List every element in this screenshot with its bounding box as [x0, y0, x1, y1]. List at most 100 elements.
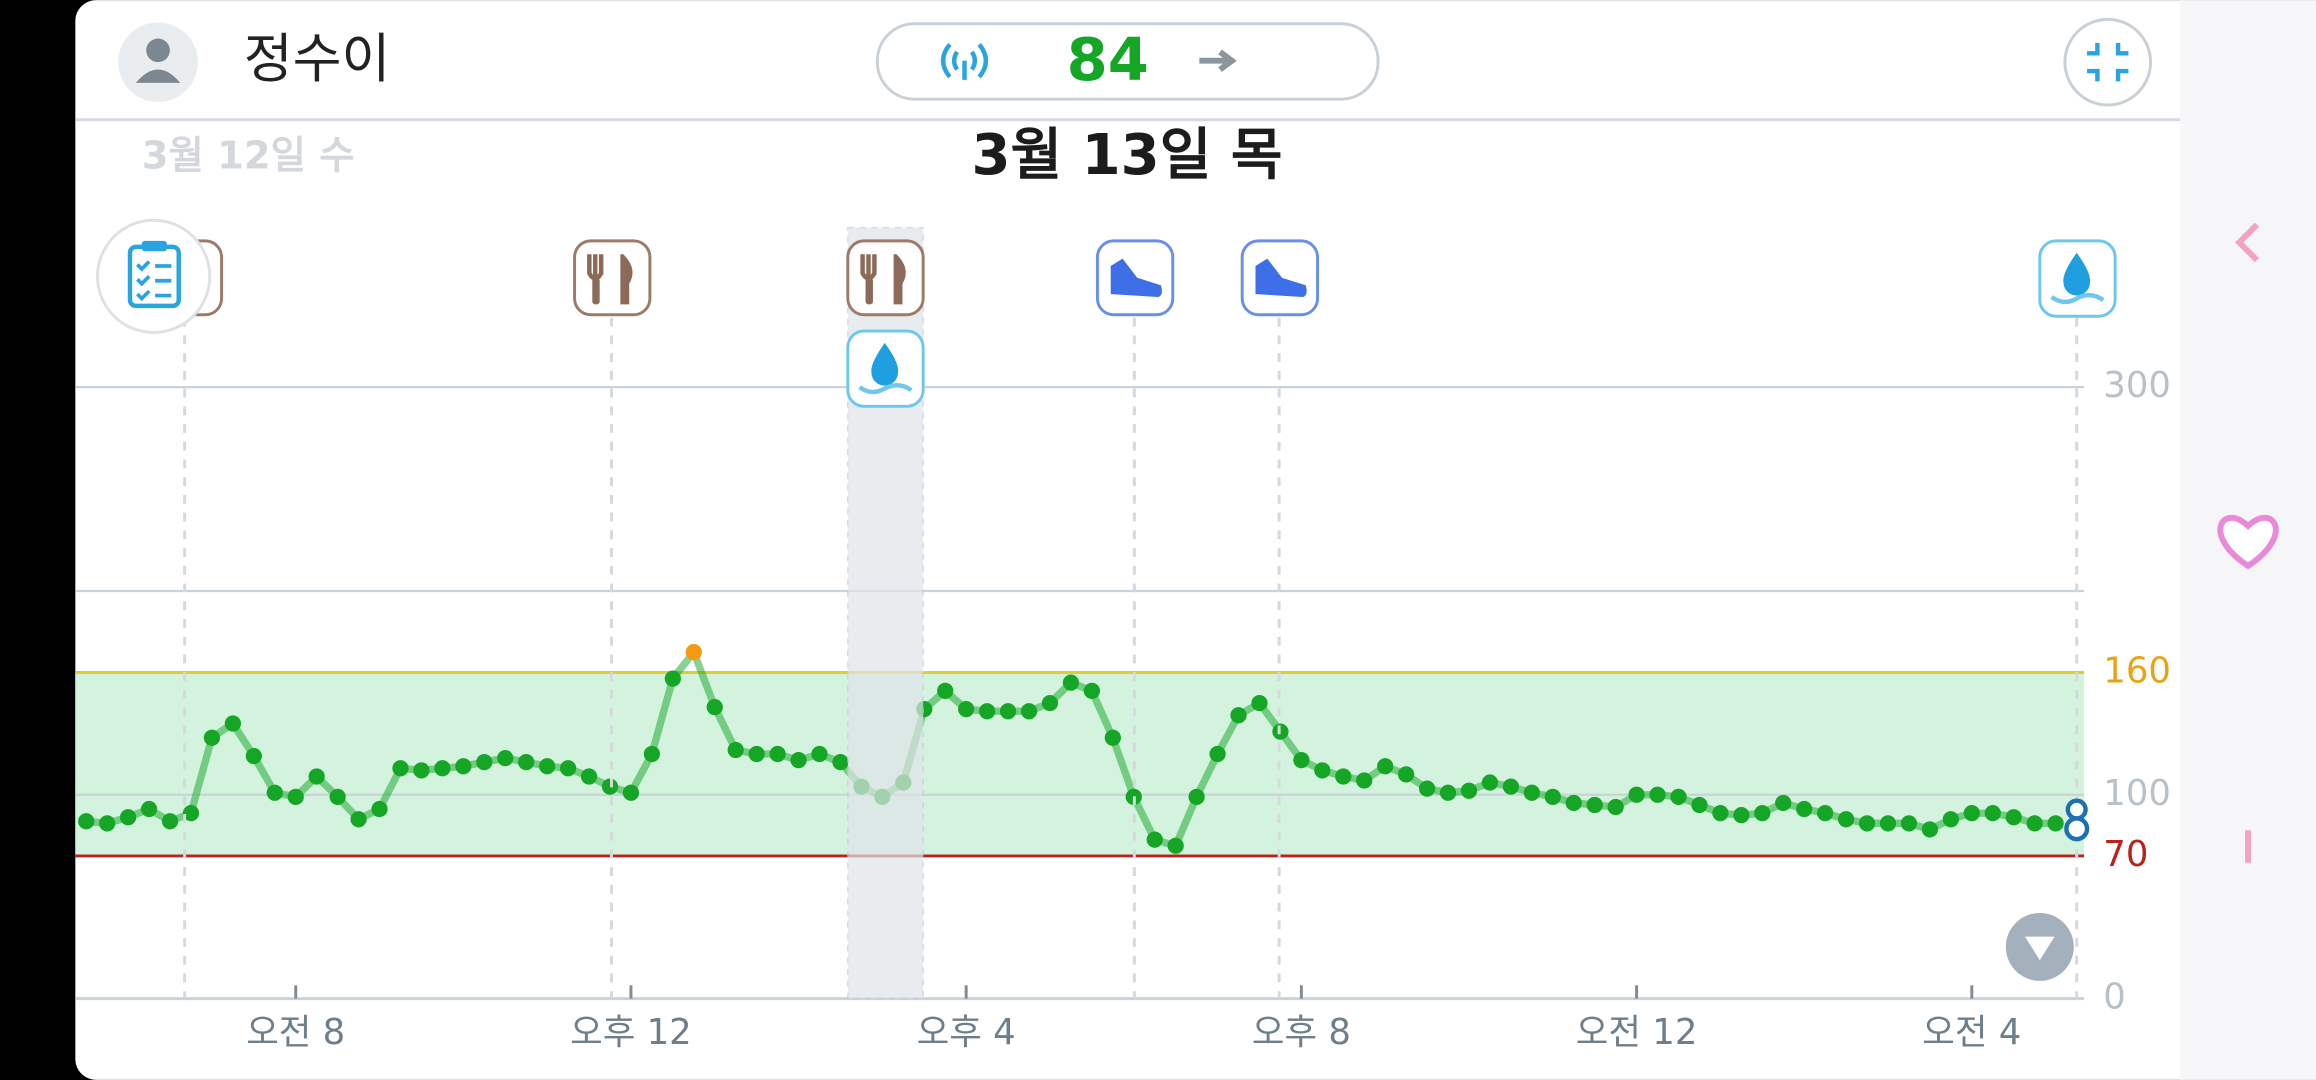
- glucose-point: [371, 800, 388, 818]
- glucose-point: [559, 760, 577, 777]
- edge-indicator: [2245, 830, 2252, 863]
- event-markers: [96, 218, 2117, 1000]
- glucose-point: [643, 745, 661, 763]
- glucose-point: [1335, 768, 1352, 785]
- glucose-point: [476, 754, 493, 771]
- glucose-point: [769, 745, 786, 763]
- x-tick-label: 오후 4: [917, 1012, 1016, 1053]
- target-band: [75, 672, 2085, 856]
- collapse-button[interactable]: [2063, 17, 2153, 107]
- glucose-point: [350, 811, 367, 828]
- meal-icon[interactable]: [846, 239, 925, 317]
- glucose-point: [2047, 815, 2064, 832]
- glucose-point: [1565, 794, 1582, 812]
- exercise-icon[interactable]: [1095, 239, 1175, 317]
- glucose-point: [1314, 762, 1331, 779]
- glucose-point: [1460, 782, 1478, 799]
- glucose-point: [2026, 815, 2043, 832]
- glucose-point: [245, 747, 262, 765]
- glucose-point: [1293, 752, 1310, 769]
- glucose-point: [1963, 805, 1980, 822]
- y-tick-label: 300: [2103, 365, 2171, 406]
- glucose-point: [497, 749, 514, 767]
- glucose-point: [140, 800, 158, 818]
- glucose-point: [1691, 796, 1708, 814]
- glucose-point: [832, 754, 849, 771]
- glucose-point: [748, 745, 765, 763]
- glucose-point: [120, 809, 137, 826]
- glucose-point: [790, 752, 807, 769]
- glucose-point: [999, 703, 1017, 720]
- log-button[interactable]: [96, 218, 212, 334]
- glucose-point: [434, 760, 451, 777]
- status-pill[interactable]: [875, 22, 1380, 101]
- glucose-point: [1356, 772, 1373, 789]
- glucose-point: [1062, 674, 1080, 691]
- glucose-point: [1670, 788, 1687, 805]
- glucose-point: [1146, 831, 1163, 848]
- glucose-point: [99, 815, 116, 832]
- avatar-body: [135, 69, 181, 83]
- glucose-point: [1775, 794, 1792, 812]
- insulin-icon[interactable]: [2038, 239, 2117, 318]
- scroll-down-icon: [2025, 936, 2055, 961]
- glucose-point: [78, 813, 95, 830]
- glucose-point: [1020, 703, 1038, 720]
- target-low-label: 70: [2103, 834, 2148, 875]
- glucose-point: [1544, 788, 1561, 805]
- glucose-point: [287, 788, 304, 805]
- glucose-point: [1104, 729, 1121, 746]
- end-marker: [2065, 798, 2088, 821]
- insulin-icon[interactable]: [846, 329, 925, 408]
- glucose-point: [1586, 796, 1603, 814]
- glucose-point: [1377, 758, 1394, 775]
- glucose-point: [455, 758, 472, 775]
- y-tick-label: 100: [2103, 773, 2171, 814]
- glucose-point: [1712, 805, 1729, 822]
- glucose-point: [224, 715, 242, 732]
- y-tick-label: 0: [2103, 977, 2126, 1018]
- glucose-point: [1251, 694, 1268, 712]
- glucose-point: [413, 762, 430, 779]
- prev-date[interactable]: 3월 12일 수: [142, 134, 355, 179]
- avatar-head: [146, 38, 170, 63]
- glucose-point: [1628, 786, 1645, 803]
- exercise-icon[interactable]: [1240, 239, 1319, 317]
- glucose-point: [1041, 694, 1059, 712]
- x-tick-label: 오전 12: [1576, 1012, 1698, 1053]
- glucose-point: [1502, 778, 1520, 795]
- glucose-point: [2005, 809, 2022, 826]
- glucose-point: [1796, 800, 1813, 818]
- glucose-point: [1209, 745, 1226, 763]
- glucose-point: [1083, 682, 1100, 699]
- glucose-point: [161, 813, 179, 830]
- glucose-point: [580, 768, 598, 785]
- glucose-point: [1879, 815, 1897, 832]
- edge-handle[interactable]: [2235, 222, 2260, 263]
- x-tick-label: 오후 8: [1252, 1012, 1351, 1053]
- glucose-point: [1230, 707, 1247, 724]
- glucose-point: [727, 741, 744, 759]
- edge-favorite[interactable]: [2217, 514, 2279, 570]
- glucose-point: [1439, 784, 1457, 801]
- glucose-point: [1607, 798, 1624, 816]
- glucose-point: [1523, 784, 1540, 801]
- glucose-point: [1167, 837, 1184, 854]
- x-tick-label: 오전 4: [1922, 1012, 2021, 1053]
- glucose-point: [706, 699, 723, 716]
- glucose-point: [182, 805, 200, 822]
- glucose-point: [392, 760, 409, 777]
- target-high-label: 160: [2103, 650, 2171, 691]
- glucose-point: [266, 784, 283, 801]
- glucose-point: [811, 745, 828, 763]
- glucose-point: [1649, 786, 1666, 803]
- glucose-point: [1921, 821, 1939, 838]
- glucose-point: [518, 754, 535, 771]
- end-marker: [2064, 816, 2090, 842]
- meal-icon[interactable]: [573, 239, 652, 317]
- glucose-point: [1900, 815, 1918, 832]
- glucose-point: [1984, 805, 2001, 822]
- glucose-point: [1481, 774, 1499, 791]
- glucose-point: [1817, 805, 1834, 822]
